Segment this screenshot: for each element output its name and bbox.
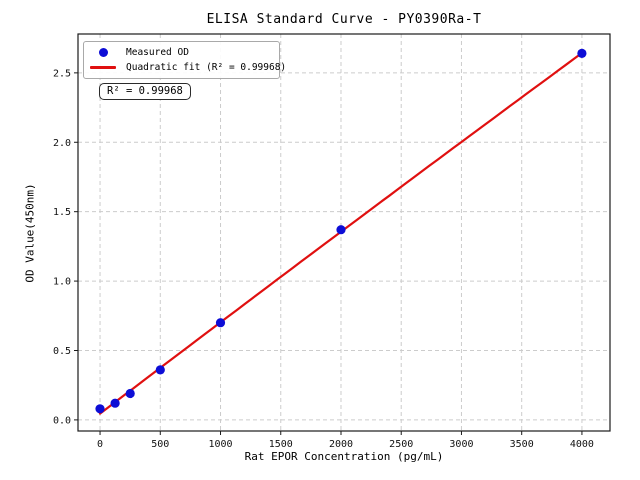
- x-tick-label: 1500: [269, 439, 293, 450]
- legend-marker-area: [88, 66, 118, 70]
- y-tick-label: 0.5: [53, 346, 71, 357]
- plot-frame: [77, 33, 611, 432]
- x-tick-label: 0: [97, 439, 103, 450]
- x-tick-label: 2500: [389, 439, 413, 450]
- y-tick-label: 0.0: [53, 415, 71, 426]
- data-point: [336, 225, 346, 235]
- data-point: [155, 365, 165, 375]
- x-tick-label: 1000: [208, 439, 232, 450]
- y-axis-label: OD Value(450nm): [23, 183, 37, 283]
- data-point: [125, 388, 135, 399]
- x-tick-label: 500: [151, 439, 169, 450]
- red-line-marker-icon: [90, 66, 116, 70]
- legend-marker-area: [88, 47, 118, 57]
- y-tick-label: 1.0: [53, 277, 71, 288]
- data-point: [577, 48, 587, 59]
- r-squared-annotation: R² = 0.99968: [99, 83, 191, 100]
- legend-box: Measured OD Quadratic fit (R² = 0.99968): [83, 41, 286, 79]
- x-tick-label: 3000: [449, 439, 473, 450]
- x-tick-label: 2000: [329, 439, 353, 450]
- legend-item-label: Quadratic fit (R² = 0.99968): [126, 62, 287, 74]
- data-point: [110, 398, 120, 408]
- x-tick-label: 3500: [510, 439, 534, 450]
- chart-title: ELISA Standard Curve - PY0390Ra-T: [206, 12, 482, 27]
- y-tick-label: 2.5: [53, 68, 71, 79]
- legend-item-label: Measured OD: [126, 46, 189, 58]
- y-tick-label: 1.5: [53, 207, 71, 218]
- legend-item-measured-od: Measured OD: [88, 45, 275, 60]
- data-point: [95, 404, 105, 414]
- x-axis-label: Rat EPOR Concentration (pg/mL): [244, 450, 444, 463]
- y-tick-label: 2.0: [53, 138, 71, 149]
- blue-dot-marker-icon: [98, 47, 108, 57]
- x-tick-label: 4000: [570, 439, 594, 450]
- data-point: [215, 318, 226, 328]
- legend-item-quadratic-fit: Quadratic fit (R² = 0.99968): [88, 60, 286, 75]
